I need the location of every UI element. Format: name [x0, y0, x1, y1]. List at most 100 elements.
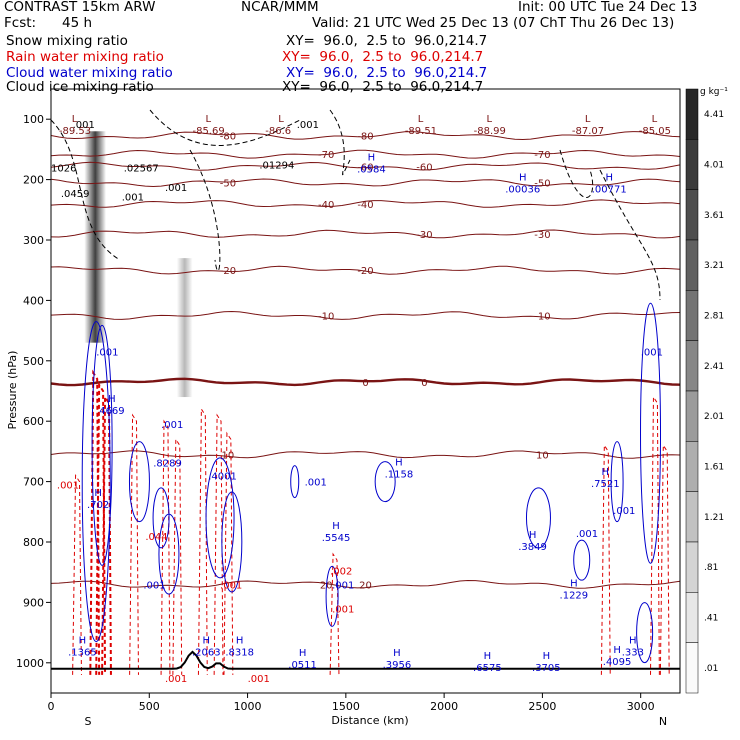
rain-water-contour: [659, 443, 670, 675]
high-marker: H: [368, 153, 376, 164]
colorbar-level-label: 3.61: [704, 211, 724, 221]
low-value-label: -85.69: [193, 126, 225, 137]
high-marker: H: [79, 636, 87, 647]
temperature-contour: [51, 149, 680, 159]
contour-value-label: .001: [641, 348, 663, 359]
colorbar-level-label: 3.21: [704, 261, 724, 271]
temperature-contour-label: -40: [318, 200, 334, 211]
contour-value-label: .001: [165, 674, 187, 685]
high-marker: H: [543, 651, 551, 662]
rain-water-contour: [160, 419, 171, 675]
temperature-contour-label: 10: [222, 450, 235, 461]
temperature-contour-label: 20: [359, 580, 372, 591]
y-tick-label: 900: [23, 596, 44, 609]
cloud-water-contour: [205, 457, 235, 579]
contour-value-label: .4001: [208, 472, 237, 483]
low-marker: L: [585, 114, 591, 125]
contour-value-label: .002: [330, 566, 352, 577]
colorbar-swatch: [685, 491, 699, 543]
rain-water-contour: [129, 413, 139, 675]
cloud-water-contour: [573, 539, 591, 581]
cloud-water-contour: [640, 302, 662, 564]
field-name-cloud-ice: Cloud ice mixing ratio: [6, 79, 154, 95]
high-marker: H: [602, 467, 610, 478]
x-tick-label: 2000: [430, 700, 458, 713]
cloud-water-contour: [290, 465, 300, 499]
temperature-contour-label: -20: [220, 266, 236, 277]
colorbar-swatch: [685, 340, 699, 392]
y-tick-label: 300: [23, 234, 44, 247]
cloud-ice-contour: [599, 169, 661, 301]
cloud-water-contour: [525, 487, 551, 549]
colorbar-swatch: [685, 541, 699, 593]
high-marker: H: [484, 651, 492, 662]
forecast-hour: 45 h: [62, 15, 93, 31]
contour-value-label: .001: [96, 348, 118, 359]
colorbar-swatch: [685, 390, 699, 442]
cloud-water-contour: [152, 487, 170, 549]
cloud-ice-contour: [559, 149, 594, 198]
temperature-contour: [51, 310, 680, 320]
north-end-label: N: [659, 715, 667, 728]
model-title: CONTRAST 15km ARW: [4, 0, 156, 15]
high-value-label: .0584: [357, 165, 386, 176]
colorbar-swatch: [685, 441, 699, 492]
colorbar-level-label: 2.41: [704, 362, 724, 372]
cloud-water-contour: [221, 491, 243, 593]
rain-water-contour: [650, 395, 660, 675]
temperature-contour-label: -70: [318, 150, 334, 161]
high-marker: H: [203, 636, 211, 647]
contour-value-label: .02567: [124, 164, 159, 175]
high-marker: H: [519, 172, 527, 183]
high-marker: H: [570, 578, 578, 589]
temperature-contour: [51, 377, 680, 387]
colorbar-level-label: 1.21: [704, 513, 724, 523]
x-axis-label: Distance (km): [331, 714, 408, 727]
cross-section-coords-cloud-ice: XY= 96.0, 2.5 to 96.0,214.7: [282, 79, 484, 95]
colorbar-level-label: .01: [704, 664, 718, 674]
terrain-surface: [51, 650, 680, 670]
high-marker: H: [108, 394, 116, 405]
high-marker: H: [613, 645, 621, 656]
temperature-contour-label: -30: [534, 230, 550, 241]
cloud-water-contour: [325, 565, 339, 627]
colorbar-swatch: [685, 189, 699, 241]
cloud-water-contour: [158, 513, 180, 595]
low-value-label: -88.99: [474, 126, 506, 137]
temperature-contour-label: -80: [357, 132, 373, 143]
high-value-label: .1365: [68, 648, 97, 659]
high-marker: H: [236, 636, 244, 647]
rain-water-contour: [101, 393, 112, 675]
x-tick-label: 1500: [332, 700, 360, 713]
temperature-contour-label: -20: [357, 266, 373, 277]
y-tick-label: 800: [23, 536, 44, 549]
colorbar-swatch: [685, 239, 699, 291]
y-tick-label: 1000: [16, 657, 44, 670]
contour-value-label: .001: [57, 481, 79, 492]
high-marker: H: [529, 530, 537, 541]
y-tick-label: 400: [23, 294, 44, 307]
contour-value-label: .001: [332, 604, 354, 615]
high-marker: H: [393, 648, 401, 659]
y-tick-label: 700: [23, 476, 44, 489]
colorbar-swatch: [685, 88, 699, 140]
colorbar-level-label: .81: [704, 563, 718, 573]
contour-value-label: .001: [297, 120, 319, 131]
y-tick-label: 600: [23, 415, 44, 428]
organization-label: NCAR/MMM: [241, 0, 319, 15]
field-name-cloud-water: Cloud water mixing ratio: [6, 65, 173, 81]
valid-time: Valid: 21 UTC Wed 25 Dec 13 (07 ChT Thu …: [312, 15, 675, 31]
contour-value-label: .01294: [259, 161, 294, 172]
high-value-label: .8318: [225, 648, 254, 659]
colorbar-level-label: .41: [704, 614, 718, 624]
high-value-label: .4095: [603, 657, 632, 668]
high-value-label: .1158: [385, 470, 414, 481]
x-tick-label: 0: [48, 700, 55, 713]
low-marker: L: [72, 114, 78, 125]
cloud-water-contour: [636, 602, 654, 664]
colorbar-swatch: [685, 139, 699, 190]
temperature-contour-label: 10: [536, 450, 549, 461]
temperature-contour-label: -10: [318, 312, 334, 323]
cloud-water-contour: [610, 441, 624, 523]
high-value-label: .7521: [591, 479, 620, 490]
